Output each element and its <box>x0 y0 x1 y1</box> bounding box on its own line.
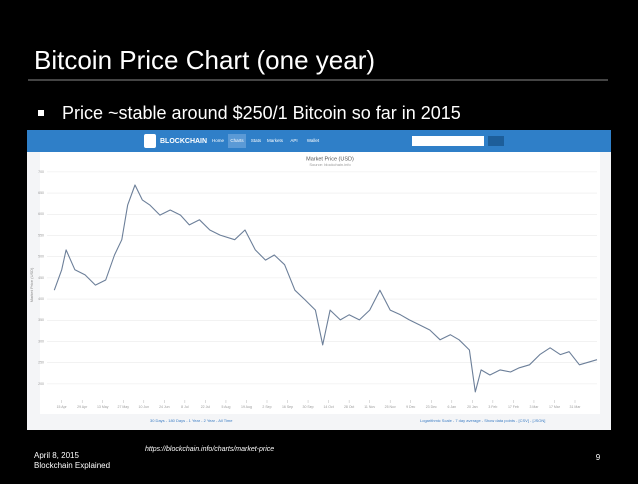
logo-icon <box>144 134 156 148</box>
x-tick-label: 6 Jan <box>448 405 457 409</box>
x-tick-label: 20 Jan <box>467 405 478 409</box>
options-links: Logarithmic Scale - 7 day average - Show… <box>420 418 545 423</box>
x-tick-label: 3 Mar <box>529 405 539 409</box>
x-tick-label: 15 Apr <box>57 405 68 409</box>
x-tick-label: 10 Jun <box>139 405 150 409</box>
nav-item: Markets <box>267 138 284 143</box>
x-tick-label: 9 Dec <box>406 405 415 409</box>
nav-item: Home <box>212 138 225 143</box>
search-box <box>412 136 484 146</box>
x-tick-label: 14 Oct <box>323 405 333 409</box>
y-tick-label: 250 <box>38 361 44 365</box>
logo: BLOCKCHAIN <box>160 138 207 145</box>
y-tick-label: 400 <box>38 297 44 301</box>
y-axis-label: Market Price (USD) <box>29 267 34 302</box>
y-tick-label: 650 <box>38 191 44 195</box>
x-tick-label: 3 Feb <box>488 405 497 409</box>
range-links: 30 Days - 180 Days - 1 Year - 2 Year - A… <box>150 418 233 423</box>
chart-title: Market Price (USD) <box>306 156 354 162</box>
nav-active <box>228 134 246 148</box>
y-tick-label: 500 <box>38 255 44 259</box>
x-tick-label: 30 Sep <box>303 405 314 409</box>
x-tick-label: 23 Dec <box>426 405 437 409</box>
x-tick-label: 19 Aug <box>241 405 252 409</box>
site-header <box>27 130 611 152</box>
bullet-marker <box>38 110 44 116</box>
x-tick-label: 11 Nov <box>364 405 375 409</box>
x-tick-label: 28 Oct <box>344 405 354 409</box>
x-tick-label: 29 Apr <box>77 405 88 409</box>
y-tick-label: 700 <box>38 170 44 174</box>
nav-item: Charts <box>230 138 244 143</box>
x-tick-label: 27 May <box>118 405 130 409</box>
x-tick-label: 31 Mar <box>570 405 582 409</box>
search-button <box>488 136 504 146</box>
y-tick-label: 200 <box>38 382 44 386</box>
x-tick-label: 16 Sep <box>282 405 293 409</box>
x-tick-label: 17 Mar <box>549 405 561 409</box>
x-tick-label: 13 May <box>97 405 109 409</box>
footer-date: April 8, 2015 <box>34 451 79 460</box>
source-url: https://blockchain.info/charts/market-pr… <box>145 446 274 453</box>
chart-subtitle: Source: blockchain.info <box>309 162 351 167</box>
x-tick-label: 25 Nov <box>385 405 396 409</box>
nav-item: API <box>290 138 297 143</box>
x-tick-label: 8 Jul <box>181 405 189 409</box>
y-tick-label: 550 <box>38 233 44 237</box>
nav-item: Stats <box>251 138 262 143</box>
footer-title: Blockchain Explained <box>34 461 110 470</box>
y-tick-label: 300 <box>38 339 44 343</box>
y-tick-label: 350 <box>38 318 44 322</box>
x-tick-label: 17 Feb <box>508 405 519 409</box>
y-tick-label: 600 <box>38 212 44 216</box>
page-number: 9 <box>596 453 601 462</box>
x-tick-label: 24 Jun <box>159 405 170 409</box>
nav-item: Wallet <box>307 138 320 143</box>
x-tick-label: 22 Jul <box>201 405 211 409</box>
slide-title: Bitcoin Price Chart (one year) <box>34 45 375 75</box>
bullet-text: Price ~stable around $250/1 Bitcoin so f… <box>62 103 461 123</box>
x-tick-label: 5 Aug <box>221 405 230 409</box>
x-tick-label: 2 Sep <box>262 405 271 409</box>
chart-panel <box>40 152 600 414</box>
price-line <box>53 184 598 393</box>
y-tick-label: 450 <box>38 276 44 280</box>
